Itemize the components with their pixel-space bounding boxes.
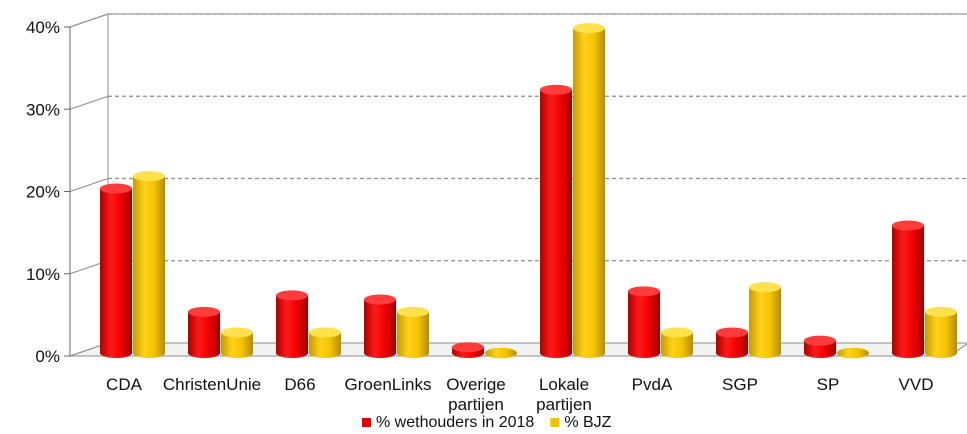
gridline-side (69, 178, 109, 192)
legend-label: % wethouders in 2018 (376, 414, 534, 431)
plot-frame (69, 13, 967, 357)
bar--wethouders-in-2018-7 (716, 327, 748, 358)
x-tick-label: PvdA (632, 375, 673, 394)
x-tick-label: ChristenUnie (163, 375, 261, 394)
x-axis: CDA ChristenUnie D66 GroenLinks Overige parti… (106, 375, 933, 414)
bar--bjz-9 (925, 306, 957, 358)
x-tick-label: CDA (106, 375, 143, 394)
bar--wethouders-in-2018-6 (628, 286, 660, 358)
y-tick-label: 20% (26, 183, 60, 202)
bar--wethouders-in-2018-8 (804, 335, 836, 358)
bar--wethouders-in-2018-9 (892, 220, 924, 358)
x-tick-label: GroenLinks (345, 375, 432, 394)
x-tick-label: SP (817, 375, 840, 394)
bar--bjz-8 (836, 347, 870, 359)
y-tick-label: 40% (26, 18, 60, 37)
x-tick-label: Overige partijen (446, 375, 506, 414)
y-tick-label: 30% (26, 100, 60, 119)
legend-swatch (362, 418, 371, 427)
y-axis: 0% 10% 20% 30% 40% (26, 18, 71, 366)
bar--bjz-0 (133, 171, 165, 358)
bar--wethouders-in-2018-5 (540, 84, 572, 359)
bar--bjz-2 (309, 327, 341, 358)
bar--bjz-6 (661, 327, 693, 358)
bar--bjz-1 (221, 327, 253, 358)
legend-swatch (550, 418, 560, 427)
bar--bjz-5 (573, 23, 605, 359)
y-tick-label: 10% (26, 265, 60, 284)
legend-label: % BJZ (564, 414, 611, 431)
legend-item-0: % wethouders in 2018 (362, 414, 534, 431)
x-tick-label: Lokale partijen (536, 375, 592, 414)
x-tick-label: VVD (899, 375, 934, 394)
x-tick-label: D66 (284, 375, 315, 394)
bar--bjz-3 (397, 306, 429, 358)
gridlines (69, 13, 967, 275)
bar--wethouders-in-2018-3 (364, 294, 396, 358)
bar--wethouders-in-2018-0 (100, 183, 132, 358)
bar--wethouders-in-2018-1 (188, 306, 220, 358)
x-tick-label: SGP (722, 375, 758, 394)
legend: % wethouders in 2018 % BJZ (362, 414, 612, 431)
gridline-side (69, 95, 109, 110)
bar--wethouders-in-2018-4 (452, 342, 484, 358)
bar--bjz-4 (484, 347, 518, 359)
y-tick-label: 0% (35, 347, 60, 366)
bars (100, 23, 957, 359)
bar--bjz-7 (749, 282, 781, 358)
gridline-side (69, 13, 109, 28)
legend-item-1: % BJZ (550, 414, 612, 431)
bar--wethouders-in-2018-2 (276, 290, 308, 358)
